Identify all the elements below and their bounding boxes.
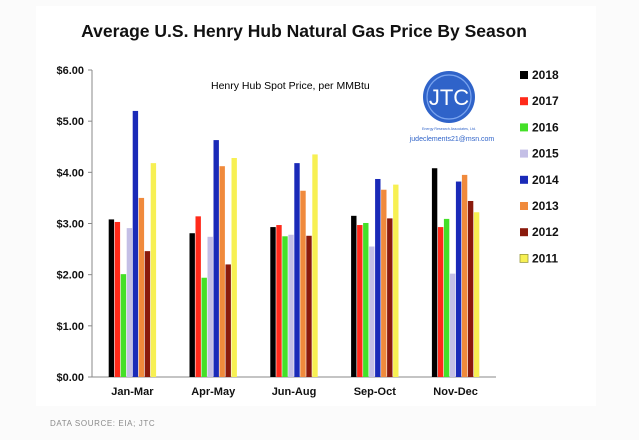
bar-2013-jun-aug bbox=[300, 190, 306, 377]
logo-tagline: Energy Research Associates, Ltd. bbox=[422, 127, 476, 131]
logo-letters: JTC bbox=[429, 85, 469, 110]
x-axis: Jan-Mar Apr-May Jun-Aug Sep-Oct Nov-Dec bbox=[92, 376, 496, 398]
legend-swatch-2018 bbox=[520, 71, 528, 79]
legend-label-2012: 2012 bbox=[532, 225, 559, 239]
bar-2017-nov-dec bbox=[437, 227, 444, 377]
bar-2016-jan-mar bbox=[120, 274, 127, 377]
bar-2012-jun-aug bbox=[306, 235, 312, 377]
bar-2012-jan-mar bbox=[144, 251, 151, 377]
y-tick-label: $6.00 bbox=[56, 65, 84, 77]
bar-2011-nov-dec bbox=[473, 212, 480, 377]
x-tick-label: Jun-Aug bbox=[272, 386, 317, 398]
bar-2013-nov-dec bbox=[461, 174, 468, 377]
legend-swatch-2017 bbox=[520, 97, 528, 106]
bar-2018-jan-mar bbox=[108, 219, 115, 377]
logo-circle bbox=[423, 71, 475, 123]
bar-2012-nov-dec bbox=[467, 200, 474, 377]
legend: 2018 2017 2016 2015 2014 2013 2012 2011 bbox=[519, 68, 559, 265]
y-tick-label: $0.00 bbox=[56, 372, 84, 384]
bar-2017-sep-oct bbox=[357, 225, 363, 377]
data-source-note: DATA SOURCE: EIA; JTC bbox=[50, 419, 156, 428]
bar-2011-sep-oct bbox=[393, 184, 399, 377]
chart-title: Average U.S. Henry Hub Natural Gas Price… bbox=[81, 21, 527, 41]
legend-label-2015: 2015 bbox=[532, 147, 559, 161]
bar-2016-apr-may bbox=[201, 277, 207, 377]
bar-2014-nov-dec bbox=[455, 181, 462, 377]
y-axis: $0.00 $1.00 $2.00 $3.00 $4.00 $5.00 $6.00 bbox=[56, 65, 93, 384]
bar-2013-jan-mar bbox=[138, 197, 145, 377]
bar-2012-sep-oct bbox=[387, 218, 393, 377]
legend-swatch-2011 bbox=[519, 253, 529, 263]
legend-swatch-2015 bbox=[520, 149, 528, 158]
logo-ring bbox=[426, 74, 472, 120]
y-tick-label: $1.00 bbox=[56, 321, 84, 333]
bar-2017-apr-may bbox=[195, 216, 201, 377]
bar-2015-apr-may bbox=[207, 236, 213, 377]
y-tick-label: $5.00 bbox=[56, 116, 84, 128]
bar-2016-nov-dec bbox=[443, 218, 450, 377]
bar-2015-nov-dec bbox=[449, 273, 456, 377]
bar-2017-jan-mar bbox=[114, 221, 121, 377]
y-tick-label: $2.00 bbox=[56, 270, 84, 282]
bar-2013-apr-may bbox=[219, 166, 225, 377]
bar-2011-jan-mar bbox=[150, 163, 157, 377]
bar-2015-jan-mar bbox=[126, 228, 133, 377]
chart-annotation: Henry Hub Spot Price, per MMBtu bbox=[211, 80, 370, 92]
legend-label-2013: 2013 bbox=[532, 199, 559, 213]
y-tick-label: $3.00 bbox=[56, 219, 84, 231]
x-tick-label: Nov-Dec bbox=[433, 386, 478, 398]
bar-2015-sep-oct bbox=[369, 246, 375, 377]
legend-swatch-2012 bbox=[520, 228, 528, 237]
bar-2011-jun-aug bbox=[312, 154, 318, 377]
legend-swatch-2016 bbox=[520, 123, 528, 132]
bar-2013-sep-oct bbox=[381, 189, 387, 377]
legend-swatch-2014 bbox=[520, 175, 528, 184]
x-tick-label: Apr-May bbox=[191, 386, 236, 398]
bar-2015-jun-aug bbox=[288, 234, 294, 377]
bar-2018-jun-aug bbox=[270, 227, 276, 377]
legend-label-2017: 2017 bbox=[532, 94, 559, 108]
x-tick-label: Sep-Oct bbox=[354, 386, 397, 398]
bar-2018-sep-oct bbox=[351, 215, 357, 377]
bar-2014-apr-may bbox=[213, 140, 219, 377]
bar-2016-jun-aug bbox=[282, 236, 288, 377]
bar-2014-sep-oct bbox=[375, 178, 381, 377]
bar-2014-jan-mar bbox=[132, 110, 139, 377]
y-tick-label: $4.00 bbox=[56, 167, 84, 179]
bar-2018-apr-may bbox=[189, 233, 195, 377]
logo-email: judeclements21@msn.com bbox=[409, 136, 495, 143]
legend-swatch-2013 bbox=[520, 202, 528, 210]
bar-2014-jun-aug bbox=[294, 163, 300, 377]
bar-2017-jun-aug bbox=[276, 225, 282, 377]
chart-card: Average U.S. Henry Hub Natural Gas Price… bbox=[36, 6, 596, 406]
bar-2016-sep-oct bbox=[363, 222, 369, 377]
legend-label-2016: 2016 bbox=[532, 120, 559, 134]
legend-label-2018: 2018 bbox=[532, 68, 559, 82]
bar-2012-apr-may bbox=[225, 264, 231, 377]
jtc-logo: JTC Energy Research Associates, Ltd. jud… bbox=[409, 71, 495, 143]
chart: Average U.S. Henry Hub Natural Gas Price… bbox=[56, 21, 559, 398]
bar-2011-apr-may bbox=[231, 158, 237, 377]
legend-label-2011: 2011 bbox=[532, 251, 558, 265]
x-tick-label: Jan-Mar bbox=[111, 386, 154, 398]
legend-label-2014: 2014 bbox=[532, 173, 559, 187]
bars bbox=[108, 110, 480, 377]
bar-2018-nov-dec bbox=[431, 168, 438, 377]
